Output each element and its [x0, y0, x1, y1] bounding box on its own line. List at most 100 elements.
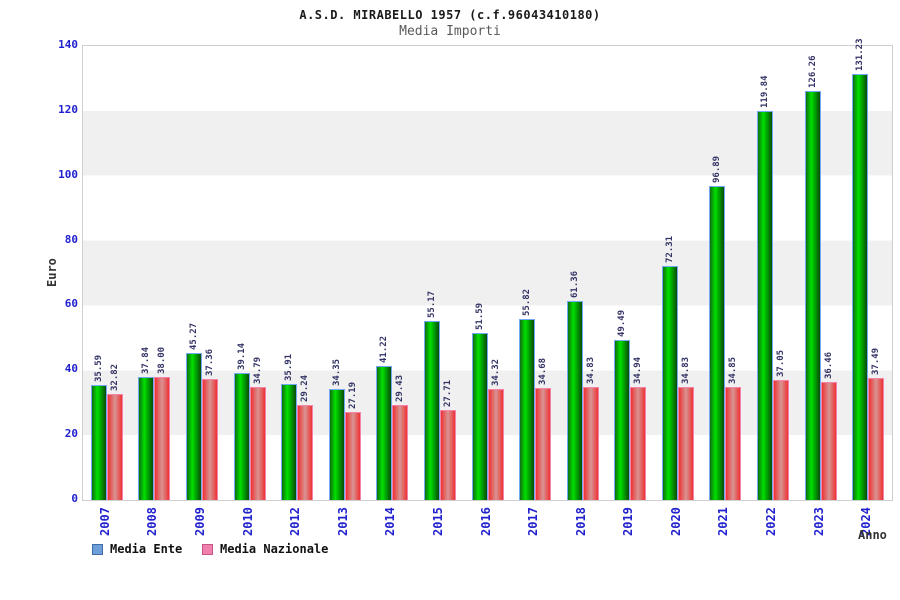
bar-media-ente	[376, 366, 393, 500]
value-label: 34.83	[585, 356, 596, 385]
x-tick-label: 2013	[335, 507, 350, 536]
value-label: 61.36	[569, 270, 580, 299]
x-tick-label: 2022	[764, 507, 779, 536]
value-label: 34.35	[331, 358, 342, 386]
value-label: 55.82	[522, 288, 533, 316]
bar-media-ente	[281, 383, 298, 500]
x-tick-label: 2017	[526, 507, 541, 536]
x-tick-label: 2023	[811, 507, 826, 536]
y-tick-label: 60	[64, 297, 78, 311]
bar-media-nazionale	[677, 387, 694, 500]
value-label: 34.68	[538, 357, 549, 385]
y-tick-label: 80	[64, 232, 78, 246]
legend-label-media-ente: Media Ente	[110, 542, 183, 556]
x-tick-label: 2016	[478, 507, 493, 536]
x-tick-label: 2020	[668, 507, 683, 536]
bar-media-ente	[614, 339, 631, 500]
value-label: 34.79	[252, 357, 263, 385]
value-label: 131.23	[855, 38, 866, 72]
chart-title: A.S.D. MIRABELLO 1957 (c.f.96043410180)	[299, 8, 601, 22]
y-tick-label: 0	[71, 492, 78, 505]
bar-media-ente	[566, 301, 583, 500]
value-label: 49.49	[617, 309, 628, 337]
legend-label-media-nazionale: Media Nazionale	[220, 542, 329, 556]
x-tick-label: 2010	[240, 507, 255, 536]
plot-area: 35.59 32.82 37.84 38.00 45.27 37.36 39.14 34.79…	[82, 39, 893, 501]
bar-media-nazionale	[297, 405, 314, 500]
x-tick-label: 2021	[716, 507, 731, 536]
value-label: 37.84	[141, 347, 152, 375]
bar-media-nazionale	[630, 386, 647, 500]
value-label: 34.94	[633, 356, 644, 384]
value-label: 55.17	[426, 290, 437, 319]
bar-media-ente	[423, 321, 440, 500]
x-tick-label: 2009	[192, 507, 207, 536]
bar-media-ente	[661, 265, 678, 500]
x-tick-label: 2007	[97, 507, 112, 536]
value-label: 37.49	[871, 348, 882, 376]
bar-media-nazionale	[820, 381, 837, 500]
bar-media-ente	[519, 318, 536, 500]
bar-media-ente	[90, 384, 107, 500]
x-tick-label: 2019	[621, 507, 636, 536]
legend-swatch-blue-icon	[92, 543, 103, 555]
y-tick-label: 40	[64, 362, 78, 376]
bar-media-nazionale	[154, 376, 171, 500]
bar-media-ente	[471, 332, 488, 500]
value-label: 72.31	[664, 235, 675, 263]
x-tick-label: 2008	[145, 507, 160, 536]
value-label: 126.26	[807, 55, 818, 88]
bar-media-nazionale	[535, 387, 552, 500]
value-label: 36.46	[823, 351, 834, 379]
value-label: 35.91	[284, 353, 295, 381]
x-tick-label: 2014	[383, 507, 398, 536]
value-label: 35.59	[93, 354, 104, 382]
y-tick-label: 100	[58, 167, 78, 181]
bar-media-nazionale	[487, 388, 504, 500]
bar-media-nazionale	[201, 378, 218, 500]
value-label: 34.83	[680, 356, 691, 385]
y-axis-title: Euro	[45, 258, 59, 287]
y-tick-label: 20	[64, 427, 78, 441]
value-label: 29.24	[300, 375, 311, 403]
bar-media-ente	[804, 90, 821, 500]
bar-media-ente	[328, 388, 345, 500]
value-label: 27.71	[442, 380, 453, 408]
value-label: 45.27	[188, 323, 199, 351]
legend-item-media-ente: Media Ente	[92, 542, 182, 556]
y-tick-label: 140	[58, 38, 78, 51]
value-label: 32.82	[109, 363, 120, 391]
bar-media-ente	[138, 377, 155, 500]
bar-media-nazionale	[725, 387, 742, 500]
bar-media-nazionale	[868, 378, 885, 500]
bar-media-nazionale	[392, 404, 409, 500]
value-label: 34.32	[490, 358, 501, 386]
x-tick-label: 2015	[430, 507, 445, 536]
bar-media-ente	[709, 185, 726, 500]
x-tick-label: 2018	[573, 507, 588, 536]
legend-swatch-pink-icon	[202, 543, 213, 555]
bar-media-nazionale	[439, 410, 456, 500]
value-label: 37.36	[204, 348, 215, 376]
bar-media-ente	[852, 74, 869, 500]
legend-item-media-nazionale: Media Nazionale	[202, 542, 328, 556]
value-label: 96.89	[712, 155, 723, 183]
bar-media-nazionale	[249, 387, 266, 500]
value-label: 37.05	[776, 349, 787, 377]
value-label: 39.14	[236, 342, 247, 371]
bar-media-ente	[233, 373, 250, 500]
value-label: 29.43	[395, 374, 406, 402]
value-label: 34.85	[728, 356, 739, 384]
chart-subtitle: Media Importi	[399, 24, 501, 39]
bar-media-ente	[185, 353, 202, 500]
value-label: 41.22	[379, 336, 390, 364]
bar-media-ente	[757, 111, 774, 500]
x-axis-title: Anno	[858, 528, 887, 542]
value-label: 38.00	[157, 346, 168, 374]
bar-media-nazionale	[582, 387, 599, 500]
bar-media-nazionale	[344, 411, 361, 500]
value-label: 51.59	[474, 302, 485, 330]
bar-media-nazionale	[106, 393, 123, 500]
x-tick-label: 2012	[288, 507, 303, 536]
